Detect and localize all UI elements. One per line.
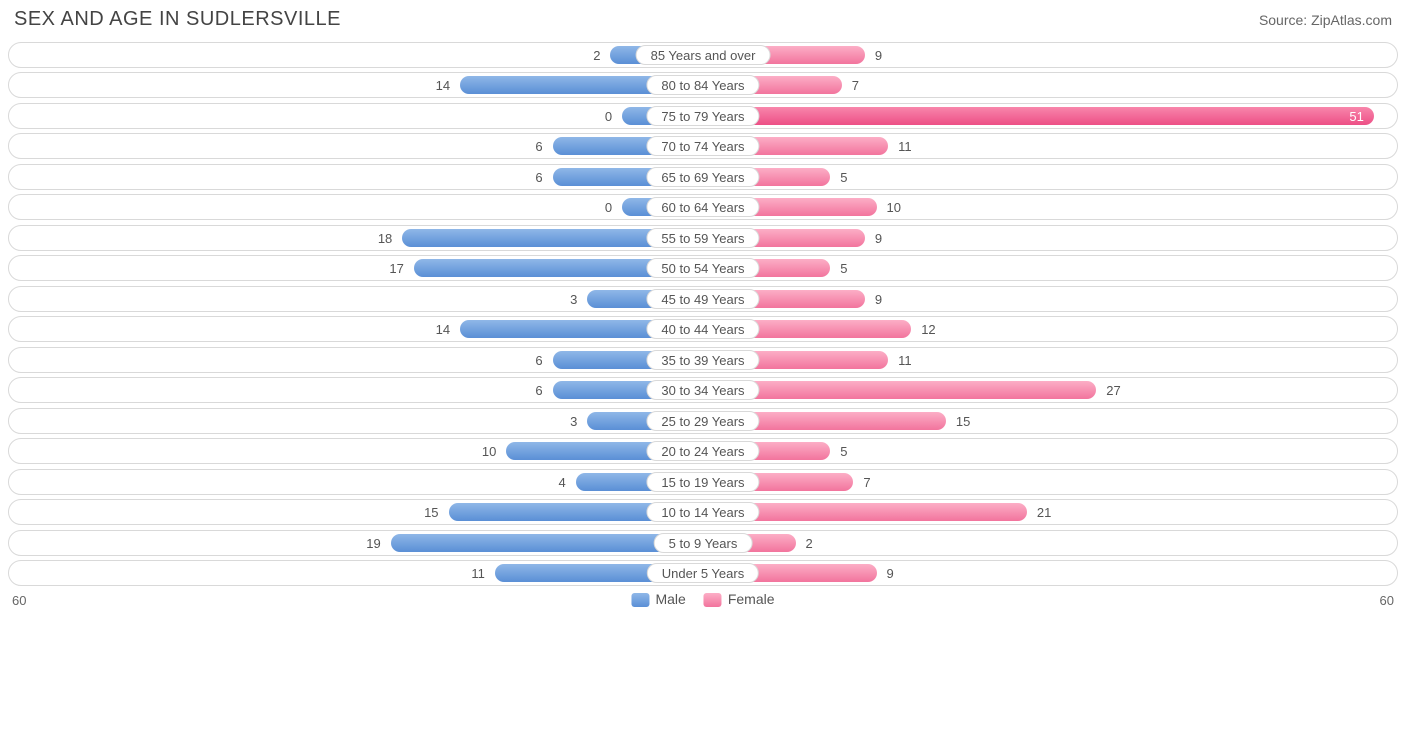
- female-value: 2: [806, 531, 813, 557]
- age-range-label: 15 to 19 Years: [646, 472, 759, 492]
- age-range-label: 10 to 14 Years: [646, 502, 759, 522]
- male-value: 4: [559, 470, 566, 496]
- axis-max-left: 60: [12, 593, 26, 608]
- male-value: 3: [570, 287, 577, 313]
- female-value: 12: [921, 317, 935, 343]
- age-range-label: 30 to 34 Years: [646, 380, 759, 400]
- legend-item-male: Male: [631, 591, 685, 607]
- chart-row: 20 to 24 Years 10 5: [8, 438, 1398, 464]
- female-value: 27: [1106, 378, 1120, 404]
- chart-row: 30 to 34 Years 6 27: [8, 377, 1398, 403]
- female-value: 7: [852, 73, 859, 99]
- age-range-label: 75 to 79 Years: [646, 106, 759, 126]
- male-value: 11: [471, 561, 485, 587]
- female-value: 51: [1349, 104, 1363, 130]
- chart-row: 85 Years and over 2 9: [8, 42, 1398, 68]
- female-value: 9: [875, 226, 882, 252]
- chart-row: 40 to 44 Years 14 12: [8, 316, 1398, 342]
- female-value: 10: [887, 195, 901, 221]
- chart-row: 65 to 69 Years 6 5: [8, 164, 1398, 190]
- chart-row: 75 to 79 Years 0 51: [8, 103, 1398, 129]
- chart-footer: 60 Male Female 60: [8, 591, 1398, 613]
- age-range-label: 35 to 39 Years: [646, 350, 759, 370]
- chart-source: Source: ZipAtlas.com: [1259, 12, 1392, 28]
- legend-label-male: Male: [655, 591, 685, 607]
- age-range-label: 80 to 84 Years: [646, 75, 759, 95]
- male-value: 18: [378, 226, 392, 252]
- female-value: 9: [887, 561, 894, 587]
- age-range-label: Under 5 Years: [647, 563, 759, 583]
- male-value: 6: [535, 134, 542, 160]
- female-value: 11: [898, 348, 912, 374]
- age-range-label: 60 to 64 Years: [646, 197, 759, 217]
- female-value: 5: [840, 165, 847, 191]
- age-range-label: 50 to 54 Years: [646, 258, 759, 278]
- male-value: 19: [366, 531, 380, 557]
- female-value: 15: [956, 409, 970, 435]
- male-swatch-icon: [631, 593, 649, 607]
- axis-max-right: 60: [1380, 593, 1394, 608]
- female-swatch-icon: [704, 593, 722, 607]
- age-range-label: 40 to 44 Years: [646, 319, 759, 339]
- male-value: 14: [436, 317, 450, 343]
- population-pyramid: 85 Years and over2980 to 84 Years14775 t…: [8, 42, 1398, 587]
- chart-row: 5 to 9 Years 19 2: [8, 530, 1398, 556]
- female-bar: [703, 107, 1374, 125]
- chart-row: 15 to 19 Years 4 7: [8, 469, 1398, 495]
- female-bar: [703, 381, 1096, 399]
- male-value: 3: [570, 409, 577, 435]
- chart-row: 60 to 64 Years 0 10: [8, 194, 1398, 220]
- age-range-label: 55 to 59 Years: [646, 228, 759, 248]
- chart-row: 55 to 59 Years 18 9: [8, 225, 1398, 251]
- female-value: 9: [875, 43, 882, 69]
- male-value: 6: [535, 378, 542, 404]
- male-value: 14: [436, 73, 450, 99]
- age-range-label: 25 to 29 Years: [646, 411, 759, 431]
- chart-row: 10 to 14 Years 15 21: [8, 499, 1398, 525]
- female-value: 9: [875, 287, 882, 313]
- age-range-label: 5 to 9 Years: [654, 533, 753, 553]
- female-value: 21: [1037, 500, 1051, 526]
- female-value: 5: [840, 256, 847, 282]
- female-value: 5: [840, 439, 847, 465]
- chart-row: 45 to 49 Years 3 9: [8, 286, 1398, 312]
- chart-title: SEX AND AGE IN SUDLERSVILLE: [14, 8, 341, 31]
- male-value: 2: [593, 43, 600, 69]
- female-value: 7: [863, 470, 870, 496]
- male-value: 6: [535, 348, 542, 374]
- age-range-label: 45 to 49 Years: [646, 289, 759, 309]
- chart-row: 70 to 74 Years 6 11: [8, 133, 1398, 159]
- male-value: 6: [535, 165, 542, 191]
- legend: Male Female: [631, 591, 774, 607]
- male-value: 0: [605, 195, 612, 221]
- legend-label-female: Female: [728, 591, 775, 607]
- chart-row: Under 5 Years 11 9: [8, 560, 1398, 586]
- age-range-label: 65 to 69 Years: [646, 167, 759, 187]
- age-range-label: 70 to 74 Years: [646, 136, 759, 156]
- age-range-label: 85 Years and over: [636, 45, 771, 65]
- chart-row: 50 to 54 Years 17 5: [8, 255, 1398, 281]
- chart-row: 35 to 39 Years 6 11: [8, 347, 1398, 373]
- male-value: 10: [482, 439, 496, 465]
- male-value: 15: [424, 500, 438, 526]
- legend-item-female: Female: [704, 591, 775, 607]
- chart-row: 80 to 84 Years 14 7: [8, 72, 1398, 98]
- chart-row: 25 to 29 Years 3 15: [8, 408, 1398, 434]
- male-value: 0: [605, 104, 612, 130]
- chart-header: SEX AND AGE IN SUDLERSVILLE Source: ZipA…: [8, 8, 1398, 37]
- female-value: 11: [898, 134, 912, 160]
- male-value: 17: [389, 256, 403, 282]
- age-range-label: 20 to 24 Years: [646, 441, 759, 461]
